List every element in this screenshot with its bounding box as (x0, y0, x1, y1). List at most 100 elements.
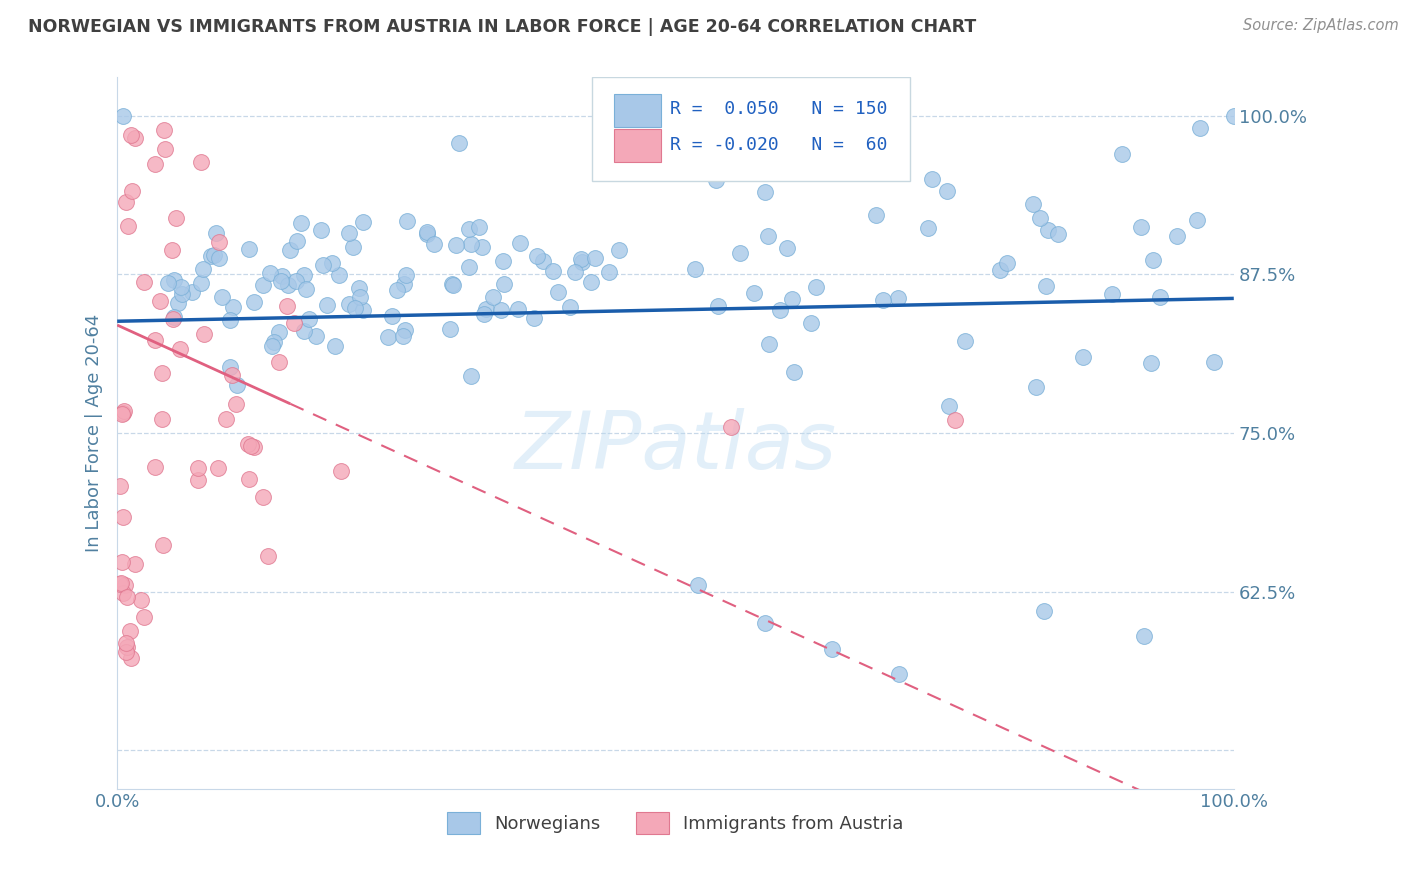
Point (321, 256, 343, 270)
Point (571, 254, 593, 268)
Point (1187, 213, 1209, 227)
Point (152, 122, 174, 136)
Point (190, 155, 212, 169)
Point (111, 109, 134, 123)
Point (377, 330, 399, 344)
Point (347, 280, 370, 294)
Point (134, 275, 156, 289)
Point (394, 277, 416, 291)
Point (215, 411, 238, 425)
Point (180, 285, 202, 299)
Point (305, 329, 328, 343)
Point (1166, 229, 1188, 244)
Point (460, 236, 482, 251)
Point (156, 277, 179, 291)
Point (221, 368, 243, 383)
Point (917, 221, 939, 235)
Point (395, 268, 418, 282)
Point (1025, 380, 1047, 394)
Point (776, 159, 799, 173)
Point (872, 293, 894, 307)
Point (988, 263, 1011, 277)
Point (162, 312, 184, 326)
Point (111, 407, 134, 421)
Text: R =  0.050   N = 150: R = 0.050 N = 150 (669, 101, 887, 119)
Point (541, 264, 564, 278)
Point (754, 616, 776, 631)
Point (263, 334, 285, 349)
Point (506, 301, 529, 316)
Point (742, 286, 765, 301)
Point (117, 219, 139, 233)
Point (329, 464, 352, 478)
Point (277, 277, 299, 292)
Point (108, 577, 131, 591)
Point (685, 262, 707, 277)
Point (328, 268, 350, 283)
Point (423, 237, 446, 252)
Point (865, 208, 887, 222)
Point (243, 440, 266, 454)
Point (270, 274, 292, 288)
Point (316, 298, 339, 312)
Point (190, 277, 212, 291)
Point (449, 136, 471, 151)
Point (226, 378, 249, 392)
Point (352, 303, 374, 318)
Point (607, 243, 630, 257)
Point (111, 509, 134, 524)
Point (387, 283, 409, 297)
Point (207, 252, 229, 266)
Point (780, 292, 803, 306)
Point (170, 286, 193, 301)
Point (163, 273, 186, 287)
Point (564, 265, 586, 279)
Point (804, 280, 827, 294)
Point (1139, 356, 1161, 370)
Point (995, 256, 1018, 270)
Y-axis label: In Labor Force | Age 20-64: In Labor Force | Age 20-64 (86, 314, 103, 552)
Point (394, 323, 416, 337)
Point (1071, 350, 1094, 364)
Point (290, 216, 312, 230)
Point (295, 282, 318, 296)
Point (260, 339, 283, 353)
Point (460, 369, 482, 384)
Point (120, 651, 142, 665)
Point (150, 412, 173, 426)
Point (238, 243, 260, 257)
Point (415, 227, 437, 241)
Point (547, 285, 569, 299)
Point (481, 290, 503, 304)
Point (583, 252, 606, 266)
Point (163, 310, 186, 324)
Point (471, 240, 494, 254)
Point (110, 575, 132, 590)
Point (392, 329, 415, 343)
Point (124, 558, 146, 572)
Point (526, 249, 548, 263)
Point (756, 228, 779, 243)
Point (243, 295, 266, 310)
Point (440, 277, 463, 291)
Point (416, 225, 439, 239)
Point (1223, 109, 1246, 123)
Point (560, 300, 582, 314)
Point (730, 246, 752, 260)
Text: Source: ZipAtlas.com: Source: ZipAtlas.com (1243, 18, 1399, 33)
Point (165, 211, 187, 226)
Point (1029, 211, 1052, 226)
Point (200, 249, 222, 263)
Point (311, 223, 333, 237)
Point (114, 578, 136, 592)
Point (458, 222, 481, 236)
Point (467, 219, 489, 234)
Point (283, 316, 305, 330)
Point (202, 248, 225, 262)
Point (1022, 197, 1045, 211)
Point (166, 295, 188, 310)
Point (276, 299, 298, 313)
Point (921, 172, 943, 186)
Point (343, 301, 366, 315)
Point (342, 240, 364, 254)
